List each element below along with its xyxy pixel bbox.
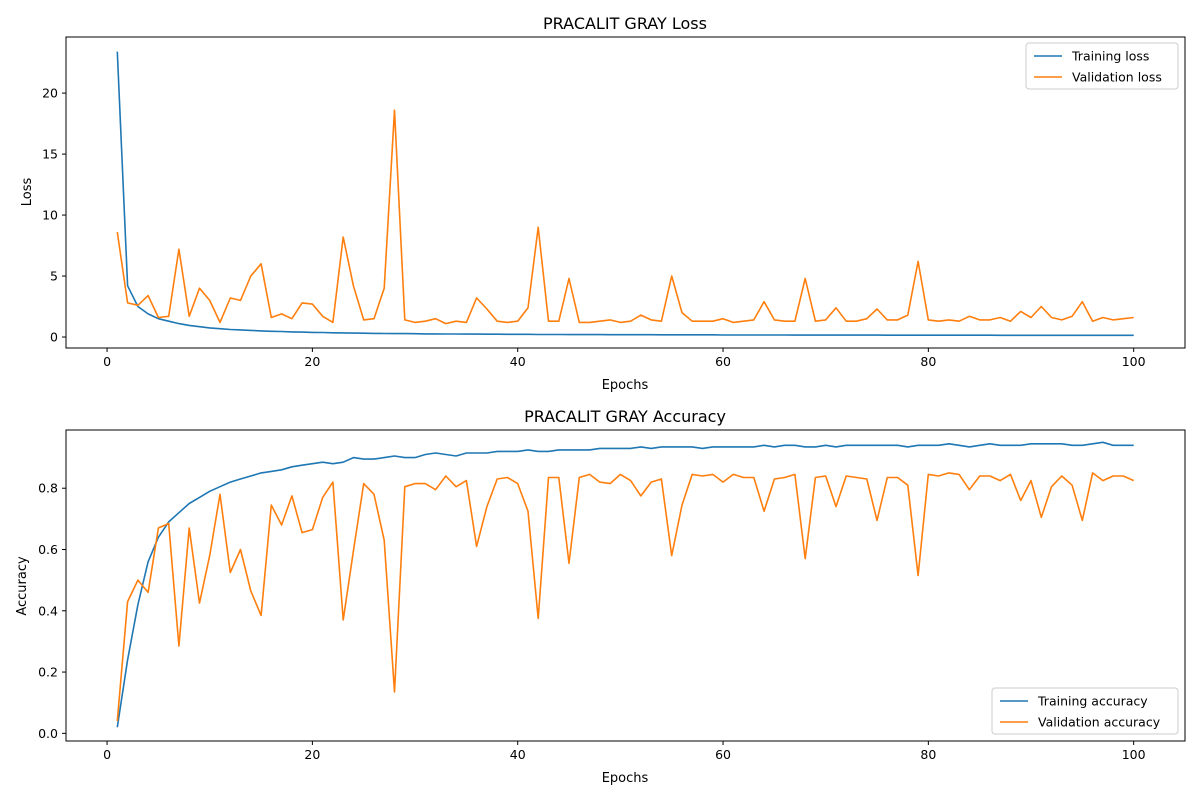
accuracy-x-tick-label: 60 [715, 747, 731, 762]
loss-plot-marks [116, 51, 1134, 337]
accuracy-x-tick-label: 40 [510, 747, 526, 762]
accuracy-series-line-training [116, 441, 1134, 728]
accuracy-y-axis-label: Accuracy [15, 556, 30, 616]
loss-x-tick-label: 100 [1122, 354, 1146, 369]
loss-x-tick-label: 20 [304, 354, 320, 369]
accuracy-x-tick-label: 20 [304, 747, 320, 762]
loss-y-axis-label: Loss [20, 178, 35, 207]
loss-y-tick-label: 10 [42, 208, 58, 223]
accuracy-y-tick-label: 0.4 [38, 603, 58, 618]
accuracy-x-tick-label: 100 [1122, 747, 1146, 762]
accuracy-chart-title: PRACALIT GRAY Accuracy [524, 407, 726, 426]
accuracy-y-tick-label: 0.8 [38, 481, 58, 496]
loss-series-line-validation [116, 109, 1134, 325]
accuracy-y-tick-label: 0.2 [38, 665, 58, 680]
accuracy-y-tick-label: 0.0 [38, 726, 58, 741]
loss-subplot: PRACALIT GRAY Loss Epochs Loss 0 20 40 60 80… [20, 14, 1186, 393]
accuracy-x-tick-label: 80 [920, 747, 936, 762]
loss-legend-label-validation: Validation loss [1072, 70, 1162, 85]
loss-x-tick-label: 0 [103, 354, 111, 369]
accuracy-axis-ticks: 0 20 40 60 80 100 0.0 0.2 0.4 0.6 0.8 [38, 481, 1146, 762]
loss-legend: Training loss Validation loss [1025, 42, 1179, 90]
loss-x-axis-label: Epochs [602, 378, 649, 393]
loss-series-line-training [116, 51, 1134, 337]
loss-x-tick-label: 80 [920, 354, 936, 369]
loss-y-tick-label: 20 [42, 86, 58, 101]
loss-y-tick-label: 0 [50, 330, 58, 345]
accuracy-legend: Training accuracy Validation accuracy [991, 687, 1179, 735]
loss-y-tick-label: 5 [50, 269, 58, 284]
accuracy-legend-label-validation: Validation accuracy [1038, 715, 1161, 730]
loss-x-tick-label: 60 [715, 354, 731, 369]
accuracy-x-axis-label: Epochs [602, 771, 649, 786]
loss-y-tick-label: 15 [42, 147, 58, 162]
loss-legend-label-training: Training loss [1071, 49, 1149, 64]
loss-axes-frame [65, 36, 1186, 349]
loss-legend-box [1025, 42, 1179, 90]
accuracy-plot-marks [116, 441, 1135, 728]
accuracy-x-tick-label: 0 [103, 747, 111, 762]
loss-chart-title: PRACALIT GRAY Loss [543, 14, 707, 33]
accuracy-axes-frame [65, 429, 1186, 742]
accuracy-series-line-validation [116, 472, 1135, 722]
loss-x-tick-label: 40 [510, 354, 526, 369]
accuracy-legend-box [991, 687, 1179, 735]
accuracy-subplot: PRACALIT GRAY Accuracy Epochs Accuracy 0… [15, 407, 1186, 786]
accuracy-y-tick-label: 0.6 [38, 542, 58, 557]
accuracy-legend-label-training: Training accuracy [1037, 694, 1148, 709]
loss-axis-ticks: 0 20 40 60 80 100 0 5 10 15 20 [42, 86, 1146, 369]
